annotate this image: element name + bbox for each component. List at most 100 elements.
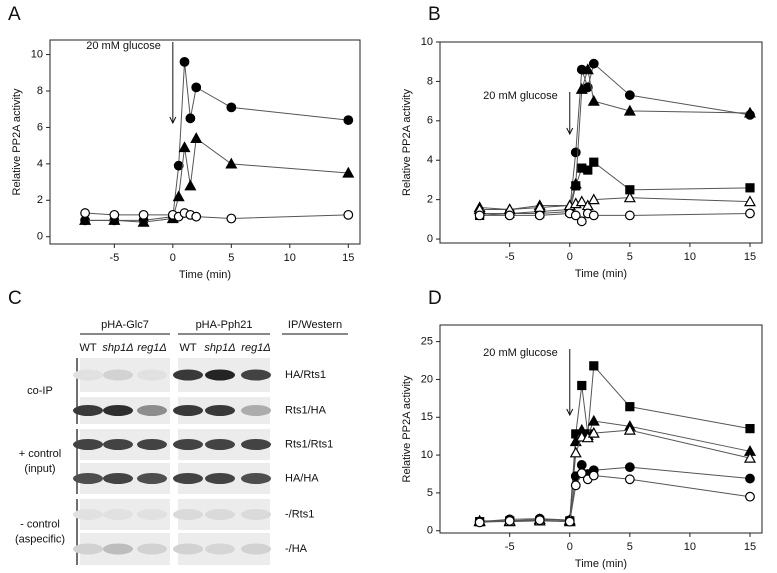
x-tick-label: -5	[505, 251, 515, 263]
panel-label: D	[428, 288, 442, 309]
marker	[137, 215, 150, 227]
marker	[178, 141, 191, 153]
x-axis-label: Time (min)	[179, 269, 231, 281]
section-label: co-IP	[27, 385, 53, 397]
series-line	[85, 137, 349, 223]
marker	[343, 209, 354, 220]
blot-band	[103, 405, 133, 416]
blot-band	[137, 473, 167, 484]
y-axis-label: Relative PP2A activity	[401, 89, 413, 196]
marker	[342, 166, 355, 178]
marker	[588, 470, 599, 481]
blot-band	[173, 405, 203, 416]
x-tick-label: 15	[744, 541, 756, 553]
x-tick-label: 0	[567, 541, 573, 553]
marker	[173, 160, 184, 171]
marker	[570, 480, 581, 491]
marker	[588, 58, 599, 69]
series-line	[479, 161, 750, 216]
marker	[534, 515, 545, 526]
marker	[745, 473, 755, 484]
marker	[191, 211, 202, 222]
marker	[624, 462, 635, 473]
blot-band	[241, 439, 271, 450]
series-line	[479, 429, 751, 523]
blot-band	[205, 509, 235, 520]
x-axis-label: Time (min)	[575, 268, 627, 280]
annotation-arrowhead	[566, 408, 574, 417]
section-label: (aspecific)	[15, 533, 65, 545]
marker	[109, 209, 120, 220]
marker	[190, 132, 203, 143]
marker	[226, 102, 237, 113]
method-header: IP/Western	[288, 319, 342, 331]
marker	[569, 446, 582, 458]
marker	[474, 210, 485, 221]
lane-label: WT	[79, 342, 96, 354]
marker	[504, 515, 515, 526]
series-line	[479, 472, 751, 523]
y-tick-label: 10	[31, 48, 43, 60]
y-tick-label: 5	[427, 487, 433, 499]
x-tick-label: 10	[684, 251, 696, 263]
y-tick-label: 25	[421, 336, 433, 348]
marker	[587, 193, 600, 205]
y-tick-label: 20	[421, 373, 433, 385]
blot-band	[241, 473, 271, 484]
marker	[504, 210, 515, 221]
marker	[623, 104, 636, 116]
marker	[79, 214, 92, 225]
y-tick-label: 8	[37, 85, 43, 97]
series-line	[479, 212, 750, 223]
blot-band	[103, 473, 133, 484]
blot-band	[173, 543, 203, 555]
marker	[624, 90, 635, 101]
blot-band	[173, 509, 203, 520]
marker	[474, 517, 485, 528]
annotation: 20 mM glucose	[86, 40, 161, 52]
marker	[623, 423, 636, 435]
marker	[564, 516, 575, 527]
marker	[576, 216, 587, 227]
blot-band	[137, 439, 167, 450]
blot-band	[241, 369, 271, 381]
y-axis-label: Relative PP2A activity	[11, 88, 23, 195]
marker	[623, 191, 636, 203]
blot-band	[173, 369, 203, 381]
annotation-arrowhead	[566, 127, 574, 136]
x-tick-label: 15	[744, 251, 756, 263]
marker	[226, 213, 237, 224]
blot-band	[137, 509, 167, 520]
x-tick-label: 0	[170, 252, 176, 264]
lane-label: shp1Δ	[102, 342, 133, 354]
marker	[745, 424, 755, 434]
blot-band	[173, 473, 203, 484]
blot-band	[241, 543, 271, 555]
x-tick-label: 10	[684, 541, 696, 553]
group-header: pHA-Pph21	[196, 319, 253, 331]
blot-band	[73, 509, 103, 520]
marker	[583, 165, 593, 175]
marker	[745, 208, 755, 219]
marker	[172, 190, 185, 202]
x-tick-label: 10	[284, 252, 296, 264]
y-tick-label: 2	[37, 194, 43, 206]
marker	[745, 491, 755, 502]
section-label: + control	[19, 448, 62, 460]
y-tick-label: 15	[421, 411, 433, 423]
series-line	[85, 61, 349, 221]
series-line	[479, 420, 751, 522]
marker	[343, 115, 354, 126]
marker	[587, 426, 600, 438]
blot-band	[205, 439, 235, 450]
marker	[184, 179, 197, 191]
marker	[534, 210, 545, 221]
marker	[581, 63, 594, 75]
marker	[191, 82, 202, 93]
blot-band	[173, 439, 203, 450]
annotation: 20 mM glucose	[483, 347, 558, 359]
blot-band	[73, 543, 103, 555]
marker	[589, 361, 599, 371]
blot-band	[137, 405, 167, 416]
